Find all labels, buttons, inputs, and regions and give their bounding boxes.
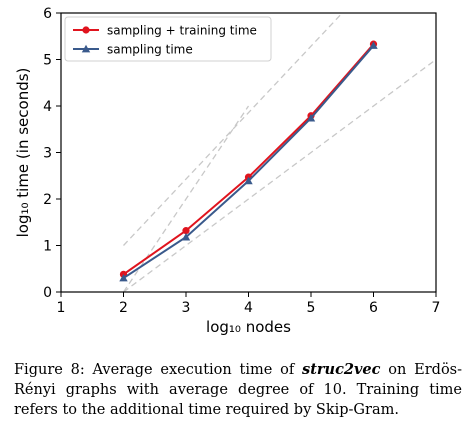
legend-box xyxy=(64,16,272,62)
series-line xyxy=(122,44,375,279)
caption-text-end: on Erdös-Rényi graphs with average degre… xyxy=(14,362,463,418)
data-point xyxy=(306,113,316,122)
y-axis-label: log₁₀ time (in seconds) xyxy=(14,68,32,238)
y-tick-label: 4 xyxy=(43,99,52,115)
y-tick-label: 5 xyxy=(43,53,52,69)
y-tick-label: 6 xyxy=(43,6,52,22)
x-tick-label: 5 xyxy=(307,300,316,316)
reference-line-2 xyxy=(123,13,343,246)
data-point xyxy=(181,232,191,241)
data-point xyxy=(182,227,190,235)
data-point xyxy=(119,273,128,282)
caption-text-start: Average execution time of xyxy=(92,362,295,378)
caption-label: Figure 8: xyxy=(14,362,85,378)
x-tick-label: 6 xyxy=(369,300,378,316)
figure-caption: Figure 8: Average execution time of stru… xyxy=(14,360,462,420)
y-tick-label: 0 xyxy=(43,285,52,301)
series-1 xyxy=(119,40,378,278)
data-point xyxy=(82,26,90,34)
series-line xyxy=(122,43,375,276)
series-layer xyxy=(119,40,378,282)
legend-label: sampling + training time xyxy=(107,24,257,38)
y-tick-label: 1 xyxy=(43,239,52,255)
y-tick-label: 2 xyxy=(43,192,52,208)
series-2 xyxy=(119,41,378,282)
x-tick-label: 7 xyxy=(432,300,441,316)
reference-lines xyxy=(122,13,436,292)
x-tick-label: 1 xyxy=(57,300,66,316)
data-point xyxy=(244,176,253,185)
x-tick-label: 2 xyxy=(119,300,128,316)
x-tick-label: 3 xyxy=(182,300,191,316)
legend-label: sampling time xyxy=(107,43,193,57)
reference-line-3 xyxy=(122,105,250,292)
x-tick-label: 4 xyxy=(244,300,253,316)
caption-method-name: struc2vec xyxy=(302,361,381,378)
data-point xyxy=(369,41,378,49)
legend: sampling + training time sampling time xyxy=(64,16,272,62)
x-axis-label: log₁₀ nodes xyxy=(206,318,291,336)
y-tick-label: 3 xyxy=(43,146,52,162)
reference-line-1 xyxy=(123,58,436,292)
data-point xyxy=(81,44,91,53)
